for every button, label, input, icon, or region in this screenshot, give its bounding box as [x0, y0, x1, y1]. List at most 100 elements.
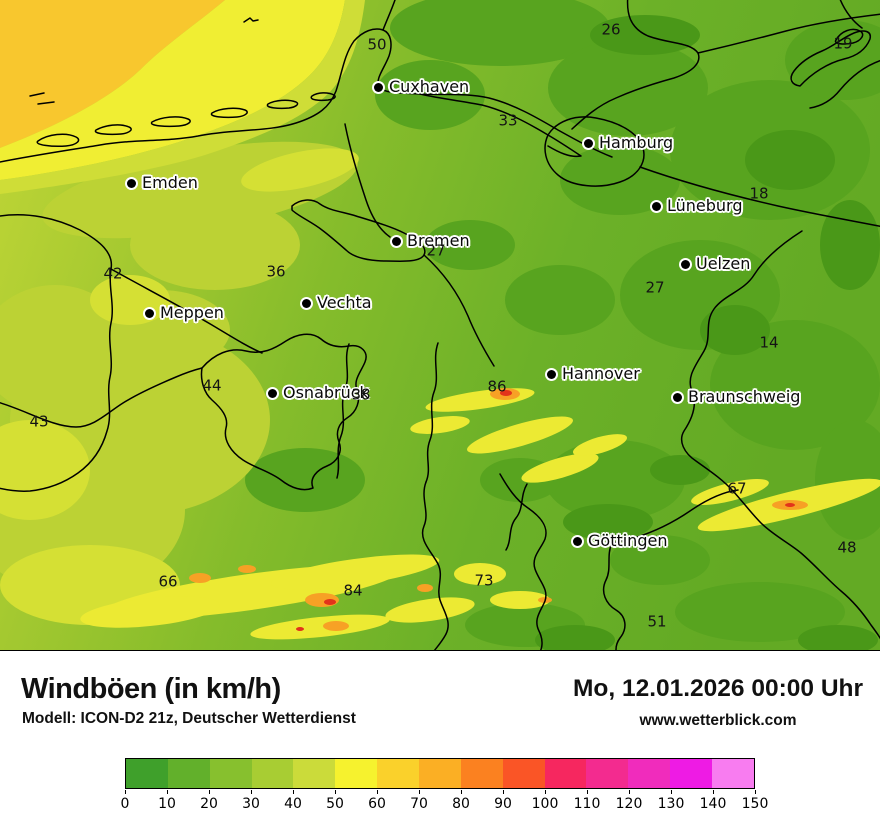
colorbar-tick — [166, 790, 168, 794]
wind-value-label: 33 — [498, 111, 518, 130]
city-marker: Osnabrück — [268, 385, 369, 401]
colorbar-tick-label: 90 — [494, 796, 512, 812]
colorbar-tick — [544, 790, 546, 794]
colorbar-tick — [712, 790, 714, 794]
colorbar-tick-label: 80 — [452, 796, 470, 812]
wind-value-label: 67 — [727, 479, 747, 498]
colorbar-segment — [293, 759, 336, 788]
wind-value-label: 48 — [837, 538, 857, 557]
wind-value-label: 86 — [487, 377, 507, 396]
city-dot-icon — [673, 392, 682, 402]
city-marker: Lüneburg — [652, 198, 743, 214]
city-dot-icon — [392, 236, 401, 246]
colorbar-segment — [460, 759, 503, 788]
colorbar-tick-label: 140 — [699, 796, 727, 812]
wind-value-label: 18 — [749, 184, 769, 203]
wind-value-label: 73 — [474, 571, 494, 590]
wind-value-label: 66 — [158, 572, 178, 591]
city-dot-icon — [681, 259, 690, 269]
datetime-label: Mo, 12.01.2026 00:00 Uhr — [572, 675, 864, 702]
city-marker: Hannover — [547, 366, 640, 382]
wind-value-label: 14 — [759, 333, 779, 352]
colorbar-segment — [251, 759, 294, 788]
colorbar-tick-label: 120 — [615, 796, 643, 812]
colorbar-segment — [377, 759, 420, 788]
city-marker: Uelzen — [681, 256, 750, 272]
city-dot-icon — [547, 369, 556, 379]
colorbar-tick — [376, 790, 378, 794]
wind-value-label: 19 — [833, 34, 853, 53]
colorbar-tick-label: 150 — [741, 796, 769, 812]
city-label: Cuxhaven — [389, 77, 470, 96]
city-dot-icon — [652, 201, 661, 211]
colorbar-segment — [586, 759, 629, 788]
city-label: Göttingen — [588, 531, 668, 550]
city-label: Osnabrück — [283, 383, 369, 402]
city-label: Emden — [142, 173, 198, 192]
colorbar-tick — [292, 790, 294, 794]
colorbar-segment — [167, 759, 210, 788]
colorbar-tick — [586, 790, 588, 794]
colorbar-tick-label: 10 — [158, 796, 176, 812]
city-marker: Göttingen — [573, 533, 667, 549]
city-dot-icon — [584, 138, 593, 148]
city-dot-icon — [374, 82, 383, 92]
city-label: Bremen — [407, 231, 470, 250]
colorbar-ticks: 0 10 20 30 40 50 60 70 80 90 100 110 120 130 140 150 — [121, 790, 768, 820]
wind-value-label: 84 — [343, 581, 363, 600]
city-dot-icon — [127, 178, 136, 188]
model-info: Modell: ICON-D2 21z, Deutscher Wetterdie… — [22, 710, 356, 727]
city-dot-icon — [268, 388, 277, 398]
website-label: www.wetterblick.com — [639, 712, 797, 729]
wind-value-label: 42 — [103, 264, 123, 283]
footer-right: Mo, 12.01.2026 00:00 Uhr www.wetterblick… — [568, 675, 868, 730]
colorbar-segment — [419, 759, 461, 788]
colorbar-tick — [460, 790, 462, 794]
wind-value-label: 27 — [645, 278, 665, 297]
wind-value-label: 44 — [202, 376, 222, 395]
wind-value-label: 36 — [266, 262, 286, 281]
colorbar-tick — [628, 790, 630, 794]
colorbar-tick — [208, 790, 210, 794]
city-label: Lüneburg — [667, 196, 743, 215]
colorbar-segment — [544, 759, 587, 788]
wind-value-label: 27 — [426, 241, 446, 260]
colorbar-tick — [754, 790, 756, 794]
colorbar-tick — [334, 790, 336, 794]
colorbar-segment — [670, 759, 713, 788]
wind-value-label: 50 — [367, 35, 387, 54]
colorbar-tick-label: 0 — [120, 796, 130, 812]
colorbar-tick — [502, 790, 504, 794]
colorbar-tick-label: 130 — [657, 796, 685, 812]
city-marker: Emden — [127, 175, 198, 191]
colorbar — [125, 758, 755, 789]
colorbar-tick-label: 30 — [242, 796, 260, 812]
city-marker: Bremen — [392, 233, 470, 249]
map-terrain — [0, 0, 880, 650]
colorbar-tick-label: 60 — [368, 796, 386, 812]
city-dot-icon — [302, 298, 311, 308]
city-marker: Braunschweig — [673, 389, 800, 405]
city-dot-icon — [145, 308, 154, 318]
city-dot-icon — [573, 536, 582, 546]
city-label: Hannover — [562, 364, 640, 383]
colorbar-tick-label: 110 — [573, 796, 601, 812]
wind-value-label: 26 — [601, 20, 621, 39]
colorbar-segment — [126, 759, 168, 788]
colorbar-tick-label: 70 — [410, 796, 428, 812]
city-marker: Vechta — [302, 295, 372, 311]
colorbar-tick — [250, 790, 252, 794]
city-label: Vechta — [317, 293, 372, 312]
colorbar-tick-label: 20 — [200, 796, 218, 812]
colorbar-segment — [335, 759, 378, 788]
city-label: Hamburg — [599, 133, 674, 152]
colorbar-segment — [209, 759, 252, 788]
colorbar-tick-label: 100 — [531, 796, 559, 812]
colorbar-tick-label: 50 — [326, 796, 344, 812]
colorbar-tick — [418, 790, 420, 794]
colorbar-segment — [502, 759, 545, 788]
page-title: Windböen (in km/h) — [21, 673, 281, 705]
city-marker: Hamburg — [584, 135, 673, 151]
city-label: Meppen — [160, 303, 224, 322]
